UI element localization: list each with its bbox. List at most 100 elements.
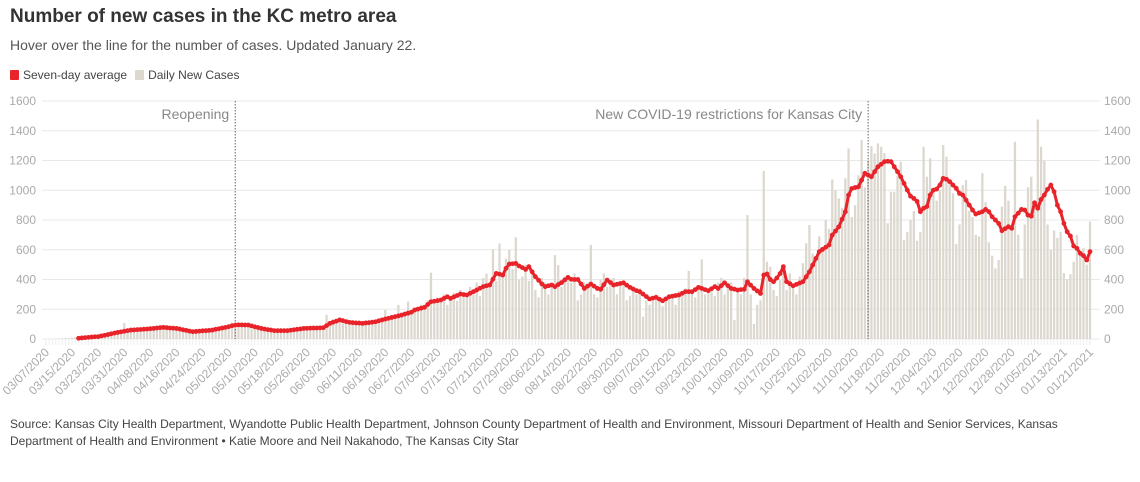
daily-cases-bar[interactable] xyxy=(1007,200,1010,339)
daily-cases-bar[interactable] xyxy=(974,234,977,339)
daily-cases-bar[interactable] xyxy=(690,292,694,339)
daily-cases-bar[interactable] xyxy=(527,280,530,339)
seven-day-average-point[interactable] xyxy=(748,282,754,288)
daily-cases-bar[interactable] xyxy=(495,280,498,339)
seven-day-average-point[interactable] xyxy=(422,304,427,310)
daily-cases-bar[interactable] xyxy=(247,325,250,339)
daily-cases-bar[interactable] xyxy=(1056,237,1059,339)
daily-cases-bar[interactable] xyxy=(400,315,403,339)
daily-cases-bar[interactable] xyxy=(1023,224,1026,339)
seven-day-average-point[interactable] xyxy=(911,196,917,201)
daily-cases-bar[interactable] xyxy=(720,278,723,339)
daily-cases-bar[interactable] xyxy=(358,322,361,339)
daily-cases-bar[interactable] xyxy=(276,331,279,339)
daily-cases-bar[interactable] xyxy=(896,175,899,339)
daily-cases-bar[interactable] xyxy=(204,331,208,339)
daily-cases-bar[interactable] xyxy=(977,236,981,339)
daily-cases-bar[interactable] xyxy=(635,294,638,339)
daily-cases-bar[interactable] xyxy=(772,289,775,339)
seven-day-average-point[interactable] xyxy=(1038,197,1044,202)
seven-day-average-point[interactable] xyxy=(562,277,568,283)
daily-cases-bar[interactable] xyxy=(185,331,188,339)
daily-cases-bar[interactable] xyxy=(713,295,716,339)
daily-cases-bar[interactable] xyxy=(906,231,909,339)
daily-cases-bar[interactable] xyxy=(576,300,579,339)
daily-cases-bar[interactable] xyxy=(827,228,831,339)
daily-cases-bar[interactable] xyxy=(729,282,733,339)
daily-cases-bar[interactable] xyxy=(289,328,292,339)
daily-cases-bar[interactable] xyxy=(880,146,883,339)
seven-day-average-point[interactable] xyxy=(741,286,747,292)
daily-cases-bar[interactable] xyxy=(1036,119,1039,339)
daily-cases-bar[interactable] xyxy=(726,285,730,339)
daily-cases-bar[interactable] xyxy=(1030,176,1033,339)
daily-cases-bar[interactable] xyxy=(384,309,387,339)
daily-cases-bar[interactable] xyxy=(393,316,397,339)
daily-cases-bar[interactable] xyxy=(899,161,902,339)
daily-cases-bar[interactable] xyxy=(795,294,798,339)
seven-day-average-point[interactable] xyxy=(1074,246,1080,251)
daily-cases-bar[interactable] xyxy=(286,330,289,339)
daily-cases-bar[interactable] xyxy=(759,300,762,339)
daily-cases-bar[interactable] xyxy=(273,330,276,339)
daily-cases-bar[interactable] xyxy=(658,301,661,339)
daily-cases-bar[interactable] xyxy=(919,231,922,339)
seven-day-average-point[interactable] xyxy=(500,272,506,278)
daily-cases-bar[interactable] xyxy=(955,243,958,339)
seven-day-average-point[interactable] xyxy=(722,280,727,286)
daily-cases-bar[interactable] xyxy=(1082,248,1085,339)
daily-cases-bar[interactable] xyxy=(746,215,749,339)
daily-cases-bar[interactable] xyxy=(1043,160,1046,340)
daily-cases-bar[interactable] xyxy=(64,338,67,339)
daily-cases-bar[interactable] xyxy=(599,279,602,340)
daily-cases-bar[interactable] xyxy=(462,295,465,339)
daily-cases-bar[interactable] xyxy=(230,322,234,339)
daily-cases-bar[interactable] xyxy=(589,244,592,339)
daily-cases-bar[interactable] xyxy=(749,294,752,339)
daily-cases-bar[interactable] xyxy=(240,323,243,339)
seven-day-average-point[interactable] xyxy=(829,232,835,238)
daily-cases-bar[interactable] xyxy=(544,282,547,339)
daily-cases-bar[interactable] xyxy=(367,323,371,339)
daily-cases-bar[interactable] xyxy=(681,294,684,339)
seven-day-average-point[interactable] xyxy=(833,228,838,234)
daily-cases-bar[interactable] xyxy=(250,328,253,339)
daily-cases-bar[interactable] xyxy=(416,309,420,339)
daily-cases-bar[interactable] xyxy=(1085,264,1088,339)
seven-day-average-point[interactable] xyxy=(1009,225,1015,231)
daily-cases-bar[interactable] xyxy=(579,294,583,339)
daily-cases-bar[interactable] xyxy=(475,282,478,339)
daily-cases-bar[interactable] xyxy=(162,328,165,339)
daily-cases-bar[interactable] xyxy=(354,324,358,339)
daily-cases-bar[interactable] xyxy=(221,330,224,339)
daily-cases-bar[interactable] xyxy=(449,298,452,339)
daily-cases-bar[interactable] xyxy=(442,294,446,339)
seven-day-average-point[interactable] xyxy=(992,217,998,223)
seven-day-average-point[interactable] xyxy=(529,269,535,275)
daily-cases-bar[interactable] xyxy=(331,319,335,339)
daily-cases-bar[interactable] xyxy=(945,156,948,339)
daily-cases-bar[interactable] xyxy=(530,273,534,339)
daily-cases-bar[interactable] xyxy=(638,288,641,339)
daily-cases-bar[interactable] xyxy=(821,246,824,339)
daily-cases-bar[interactable] xyxy=(155,327,159,339)
daily-cases-bar[interactable] xyxy=(863,187,867,339)
daily-cases-bar[interactable] xyxy=(374,322,377,339)
daily-cases-bar[interactable] xyxy=(756,304,759,339)
daily-cases-bar[interactable] xyxy=(452,292,455,339)
seven-day-average-point[interactable] xyxy=(490,276,496,282)
daily-cases-bar[interactable] xyxy=(253,325,256,339)
daily-cases-bar[interactable] xyxy=(478,295,482,339)
cases-chart[interactable]: 0 0 200 200 400 400 600 600 800 800 1000 1000 1200 12… xyxy=(0,0,1140,410)
daily-cases-bar[interactable] xyxy=(641,316,645,339)
daily-cases-bar[interactable] xyxy=(459,289,462,339)
daily-cases-bar[interactable] xyxy=(922,146,925,339)
daily-cases-bar[interactable] xyxy=(824,220,827,339)
daily-cases-bar[interactable] xyxy=(553,255,557,339)
seven-day-average-point[interactable] xyxy=(523,266,528,272)
daily-cases-bar[interactable] xyxy=(178,330,181,339)
daily-cases-bar[interactable] xyxy=(517,279,521,340)
daily-cases-bar[interactable] xyxy=(1049,249,1052,339)
seven-day-average-point[interactable] xyxy=(891,164,897,170)
daily-cases-bar[interactable] xyxy=(113,333,116,339)
